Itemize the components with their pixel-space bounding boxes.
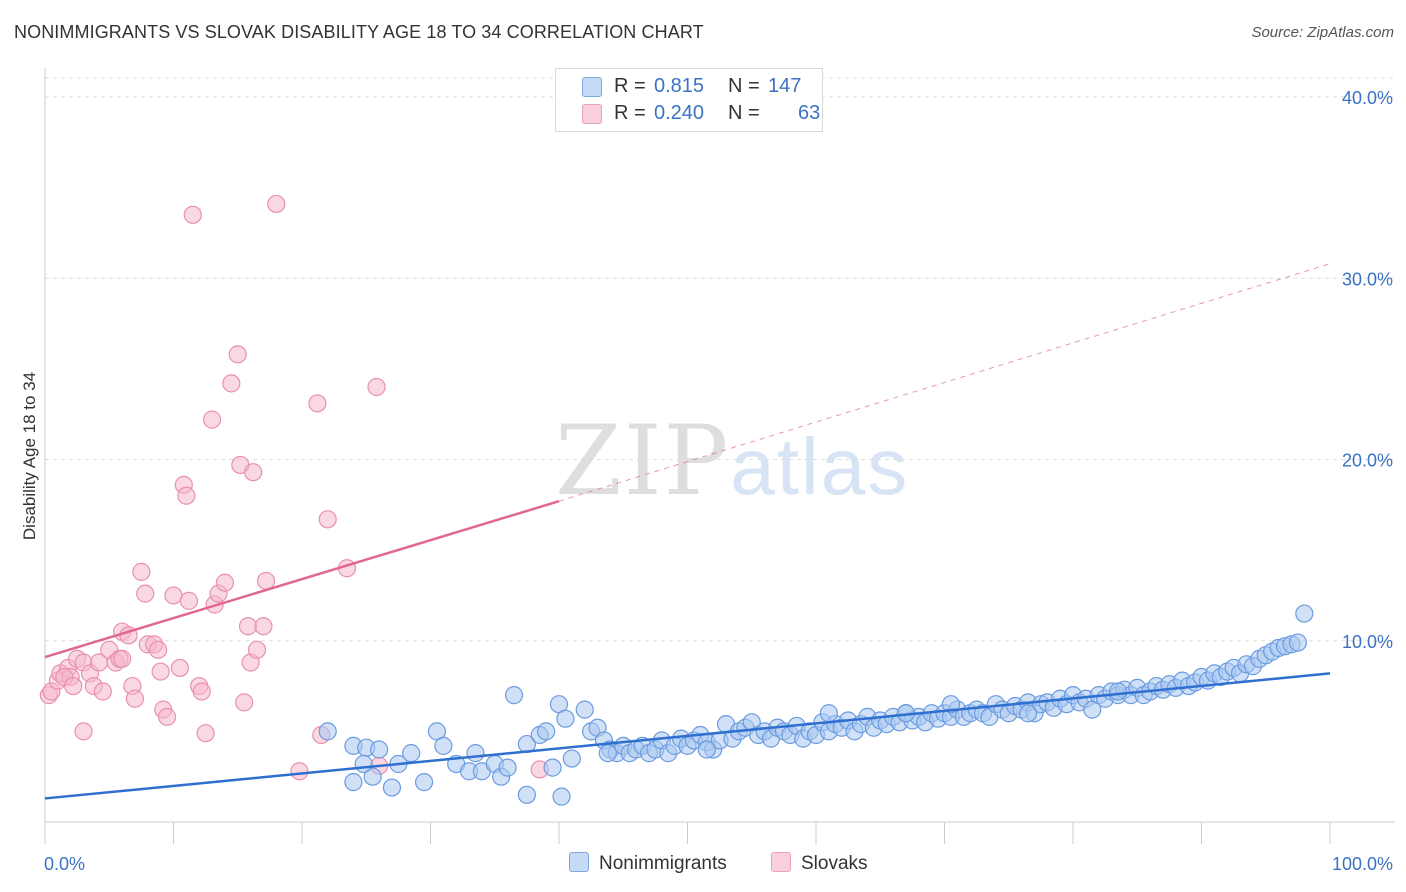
slovaks-point xyxy=(170,658,190,678)
slovaks-trend-line xyxy=(44,499,560,659)
slovaks-trend-extension xyxy=(558,263,1331,502)
y-tick-label: 30.0% xyxy=(1342,269,1393,289)
nonimmigrants-point xyxy=(363,767,382,786)
nonimmigrants-point xyxy=(498,758,517,777)
slovaks-swatch xyxy=(771,852,791,872)
slovaks-point xyxy=(247,640,267,659)
source-label: Source: ZipAtlas.com xyxy=(1251,24,1394,41)
slovaks-point xyxy=(290,762,309,781)
legend-r-label: R = xyxy=(614,75,646,97)
legend-n-value: 147 xyxy=(768,75,802,97)
chart-title: NONIMMIGRANTS VS SLOVAK DISABILITY AGE 1… xyxy=(14,22,704,42)
nonimmigrants-point xyxy=(382,778,402,797)
x-tick-label: 0.0% xyxy=(44,854,85,874)
nonimmigrants-trend-line xyxy=(44,672,1331,800)
slovaks-point xyxy=(244,463,263,482)
slovaks-point xyxy=(177,486,196,505)
legend-n-value: 63 xyxy=(798,102,821,124)
watermark-atlas: atlas xyxy=(730,422,910,511)
slovaks-point xyxy=(112,649,132,668)
slovaks-point xyxy=(136,584,155,603)
slovaks-swatch xyxy=(582,104,602,124)
bottom-legend-nonimmigrants: Nonimmigrants xyxy=(569,852,727,875)
nonimmigrants-point xyxy=(1108,682,1128,701)
nonimmigrants-point xyxy=(1295,604,1314,623)
nonimmigrants-point xyxy=(575,700,594,719)
nonimmigrants-swatch xyxy=(569,852,589,872)
nonimmigrants-point xyxy=(402,744,421,763)
correlation-legend: R = 0.815 N = 147 R = 0.240 N = 63 xyxy=(555,68,823,132)
slovaks-point xyxy=(179,591,199,610)
nonimmigrants-point xyxy=(504,686,524,705)
slovaks-point xyxy=(254,617,273,636)
slovaks-point xyxy=(202,410,222,429)
slovaks-point xyxy=(235,693,254,712)
nonimmigrants-point xyxy=(344,773,363,792)
legend-r-value: 0.815 xyxy=(654,75,705,97)
slovaks-point xyxy=(267,194,286,214)
nonimmigrants-point xyxy=(556,709,575,728)
slovaks-point xyxy=(132,562,151,581)
slovaks-point xyxy=(196,724,215,743)
nonimmigrants-point xyxy=(466,744,485,763)
nonimmigrants-point xyxy=(354,754,373,774)
nonimmigrants-point xyxy=(318,722,337,741)
legend-r-label: R = xyxy=(614,102,646,124)
nonimmigrants-point xyxy=(552,787,571,806)
slovaks-point xyxy=(93,682,112,701)
y-tick-label: 10.0% xyxy=(1342,632,1393,652)
nonimmigrants-swatch xyxy=(582,77,602,97)
bottom-legend-label: Slovaks xyxy=(801,853,868,874)
y-tick-label: 40.0% xyxy=(1342,88,1393,108)
nonimmigrants-point xyxy=(1288,633,1307,652)
slovaks-point xyxy=(228,345,247,364)
slovaks-point xyxy=(367,377,386,397)
slovaks-point xyxy=(222,374,241,393)
slovaks-point xyxy=(64,676,83,696)
legend-n-label: N = xyxy=(728,75,760,97)
slovaks-point xyxy=(318,510,337,529)
slovaks-point xyxy=(74,722,93,741)
slovaks-point xyxy=(125,689,145,708)
nonimmigrants-point xyxy=(562,749,581,768)
slovaks-point xyxy=(157,707,177,726)
bottom-legend-label: Nonimmigrants xyxy=(599,853,727,874)
nonimmigrants-point xyxy=(370,740,389,759)
legend-n-label: N = xyxy=(728,102,760,124)
slovaks-point xyxy=(183,205,202,224)
nonimmigrants-point xyxy=(1018,704,1038,723)
slovaks-point xyxy=(215,573,234,592)
nonimmigrants-point xyxy=(517,785,536,804)
watermark: ZIPatlas xyxy=(555,405,909,517)
slovaks-point xyxy=(148,640,168,659)
slovaks-point xyxy=(151,662,170,681)
watermark-zip: ZIP xyxy=(555,405,731,517)
nonimmigrants-point xyxy=(598,744,617,763)
nonimmigrants-point xyxy=(537,722,556,741)
legend-r-value: 0.240 xyxy=(654,102,705,124)
slovaks-point xyxy=(256,571,276,591)
x-tick-label: 100.0% xyxy=(1332,854,1393,874)
nonimmigrants-point xyxy=(819,704,838,723)
bottom-legend-slovaks: Slovaks xyxy=(771,852,868,875)
slovaks-point xyxy=(238,617,258,636)
nonimmigrants-point xyxy=(697,740,716,759)
nonimmigrants-point xyxy=(434,736,453,755)
slovaks-point xyxy=(192,682,211,701)
nonimmigrants-point xyxy=(414,773,434,792)
nonimmigrants-point xyxy=(941,695,961,714)
slovaks-point xyxy=(164,586,183,605)
y-tick-label: 20.0% xyxy=(1342,451,1393,471)
slovaks-point xyxy=(308,394,327,413)
nonimmigrants-point xyxy=(543,758,562,777)
